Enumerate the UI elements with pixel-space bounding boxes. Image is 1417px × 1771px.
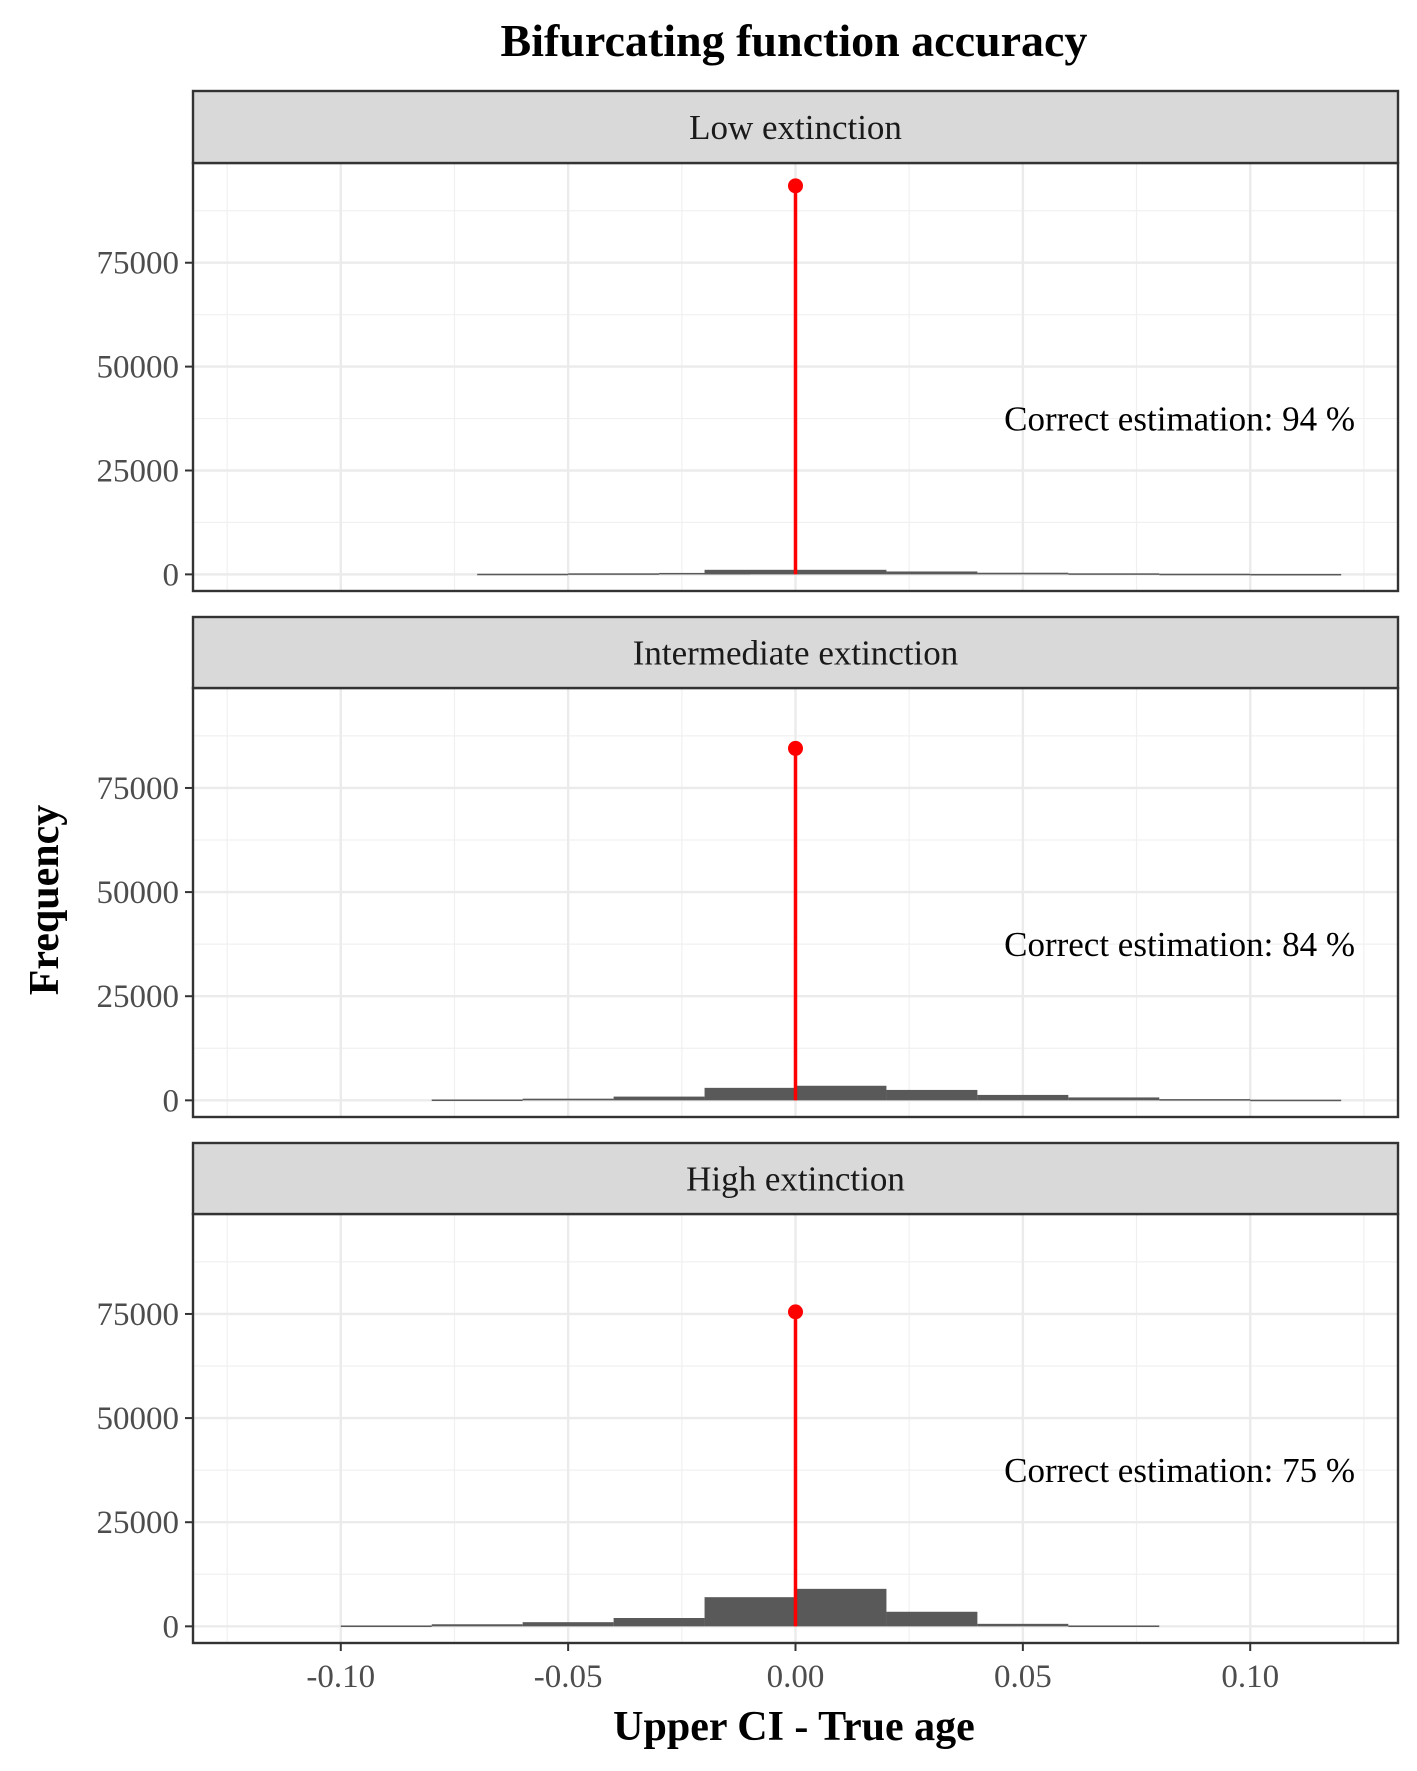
x-tick-label: 0.05 (994, 1659, 1052, 1695)
histogram-bar (704, 569, 796, 575)
exact-estimate-point (788, 178, 803, 194)
histogram-bar (522, 1098, 614, 1101)
histogram-bar (613, 1618, 705, 1627)
y-tick-label: 50000 (97, 875, 180, 911)
histogram-bar (1068, 1625, 1160, 1628)
histogram-bar (431, 1099, 523, 1102)
histogram-bar (977, 1623, 1069, 1627)
y-tick-label: 50000 (97, 350, 180, 386)
facet-panels: Correct estimation: 94 % Low extinction 0 2… (97, 89, 1400, 1645)
x-tick-label: 0.10 (1221, 1659, 1279, 1695)
facet-strip-label: Low extinction (689, 108, 902, 147)
correct-estimation-label: Correct estimation: 75 % (1004, 1451, 1355, 1490)
y-tick-label: 25000 (97, 1505, 180, 1541)
y-tick-label: 75000 (97, 246, 180, 282)
facet-strip-label: High extinction (686, 1160, 905, 1199)
exact-estimate-point (788, 740, 803, 756)
exact-estimate-point (788, 1304, 803, 1320)
histogram-bar (977, 572, 1069, 575)
y-tick-label: 0 (163, 557, 180, 593)
histogram-bar (340, 1625, 432, 1628)
x-tick-label: -0.05 (534, 1659, 603, 1695)
facet-panel: Correct estimation: 94 % Low extinction 0 2… (97, 89, 1400, 593)
histogram-bar (704, 1597, 796, 1627)
histogram-bar (1250, 573, 1342, 576)
y-tick-label: 0 (163, 1083, 180, 1119)
histogram-bar (795, 569, 887, 575)
histogram-bar (1250, 1099, 1342, 1102)
y-tick-label: 25000 (97, 979, 180, 1015)
histogram-bar (1068, 1097, 1160, 1101)
facet-strip (191, 615, 1400, 690)
correct-estimation-label: Correct estimation: 84 % (1004, 925, 1355, 964)
y-tick-label: 25000 (97, 453, 180, 489)
correct-estimation-label: Correct estimation: 94 % (1004, 400, 1355, 439)
histogram-bar (522, 1622, 614, 1627)
facet-strip (191, 89, 1400, 165)
histogram-bar (977, 1094, 1069, 1101)
y-axis-title: Frequency (22, 805, 68, 996)
histogram-bar (795, 1085, 887, 1101)
x-tick-label: -0.10 (306, 1659, 375, 1695)
y-tick-label: 50000 (97, 1401, 180, 1437)
facet-panel: Correct estimation: 84 % Intermediate ext… (97, 615, 1400, 1119)
histogram-bar (568, 573, 660, 575)
x-axis: -0.10 -0.05 0.00 0.05 0.10 (306, 1643, 1279, 1695)
histogram-bar (477, 573, 569, 576)
facet-strip-label: Intermediate extinction (633, 634, 959, 673)
facet-strip (191, 1141, 1400, 1216)
histogram-bar (431, 1624, 523, 1627)
histogram-bar (886, 571, 978, 575)
histogram-bar (613, 1096, 705, 1101)
histogram-bar (795, 1588, 887, 1627)
y-tick-label: 75000 (97, 771, 180, 807)
histogram-bar (886, 1089, 978, 1101)
x-axis-title: Upper CI - True age (613, 1704, 975, 1750)
histogram-bar (1159, 1099, 1251, 1101)
y-tick-label: 0 (163, 1609, 180, 1645)
histogram-bar (886, 1611, 978, 1627)
histogram-bar (704, 1087, 796, 1101)
facet-panel: Correct estimation: 75 % High extinction 0… (97, 1141, 1400, 1645)
y-tick-label: 75000 (97, 1297, 180, 1333)
histogram-bar (1159, 573, 1251, 576)
chart-title: Bifurcating function accuracy (501, 15, 1088, 66)
x-tick-label: 0.00 (767, 1659, 825, 1695)
histogram-bar (1068, 573, 1160, 575)
